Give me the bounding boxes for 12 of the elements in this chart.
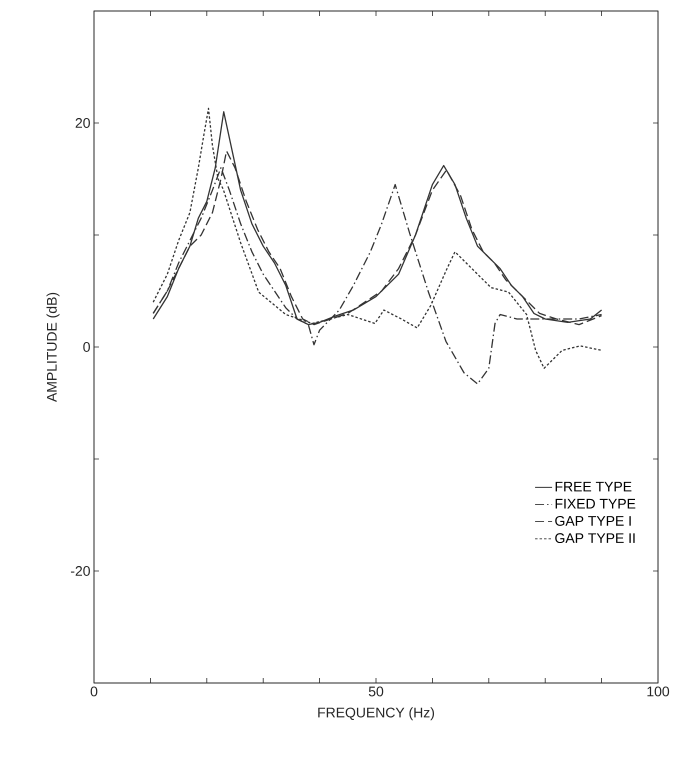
legend-label: FREE TYPE [556,482,632,492]
y-tick-label: 0 [83,342,90,352]
y-tick-label: -20 [70,566,90,576]
legend-label: GAP TYPE II [555,533,635,544]
legend-label: GAP TYPE I [555,516,631,526]
x-tick-label: 100 [647,686,670,696]
legend-label: FIXED TYPE [556,498,636,508]
x-tick-label: 0 [90,686,98,696]
x-tick-label: 50 [368,686,384,696]
y-axis-title: AMPLITUDE (dB) [46,292,60,402]
y-tick-label: 20 [76,118,90,128]
x-axis-title: FREQUENCY (Hz) [318,707,434,720]
